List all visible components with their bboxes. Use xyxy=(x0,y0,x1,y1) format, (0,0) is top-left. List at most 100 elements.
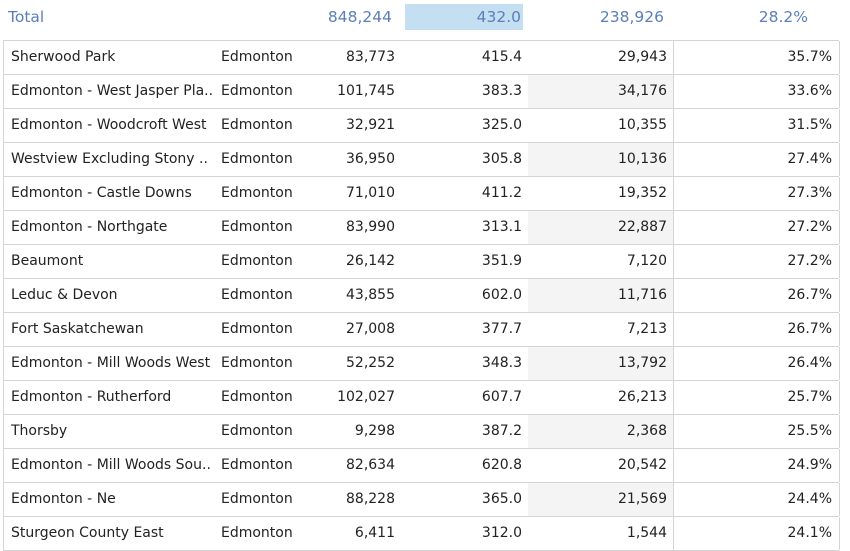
region-name-cell[interactable]: Edmonton - Mill Woods Sou.. xyxy=(11,457,211,473)
table-row[interactable]: Westview Excluding Stony .. Edmonton 36,95… xyxy=(4,143,840,177)
percent-cell[interactable]: 27.4% xyxy=(787,151,832,167)
region-name-cell[interactable]: Sherwood Park xyxy=(11,49,116,65)
population-cell[interactable]: 83,990 xyxy=(346,219,395,235)
city-cell[interactable]: Edmonton xyxy=(221,525,293,541)
count-cell[interactable]: 10,136 xyxy=(618,151,667,167)
population-cell[interactable]: 88,228 xyxy=(346,491,395,507)
region-name-cell[interactable]: Edmonton - Woodcroft West xyxy=(11,117,207,133)
population-cell[interactable]: 26,142 xyxy=(346,253,395,269)
population-cell[interactable]: 43,855 xyxy=(346,287,395,303)
percent-cell[interactable]: 24.4% xyxy=(787,491,832,507)
city-cell[interactable]: Edmonton xyxy=(221,253,293,269)
rate-cell[interactable]: 305.8 xyxy=(481,151,522,167)
city-cell[interactable]: Edmonton xyxy=(221,423,293,439)
table-row[interactable]: Edmonton - Ne Edmonton 88,228 365.0 21,569 24… xyxy=(4,483,840,517)
percent-cell[interactable]: 27.2% xyxy=(787,219,832,235)
table-row[interactable]: Sturgeon County East Edmonton 6,411 312.0 1,… xyxy=(4,517,840,551)
rate-cell[interactable]: 415.4 xyxy=(481,49,522,65)
table-row[interactable]: Edmonton - Mill Woods Sou.. Edmonton 82,63… xyxy=(4,449,840,483)
city-cell[interactable]: Edmonton xyxy=(221,355,293,371)
table-row[interactable]: Edmonton - Rutherford Edmonton 102,027 607.… xyxy=(4,381,840,415)
region-name-cell[interactable]: Edmonton - Ne xyxy=(11,491,116,507)
population-cell[interactable]: 71,010 xyxy=(346,185,395,201)
table-row[interactable]: Sherwood Park Edmonton 83,773 415.4 29,943 35… xyxy=(4,41,840,75)
table-row[interactable]: Beaumont Edmonton 26,142 351.9 7,120 27.2% xyxy=(4,245,840,279)
percent-cell[interactable]: 26.7% xyxy=(787,321,832,337)
table-row[interactable]: Edmonton - West Jasper Pla.. Edmonton 101,… xyxy=(4,75,840,109)
total-count[interactable]: 238,926 xyxy=(599,8,664,26)
rate-cell[interactable]: 607.7 xyxy=(481,389,522,405)
region-name-cell[interactable]: Thorsby xyxy=(11,423,68,439)
rate-cell[interactable]: 387.2 xyxy=(481,423,522,439)
rate-cell[interactable]: 325.0 xyxy=(481,117,522,133)
percent-cell[interactable]: 25.7% xyxy=(787,389,832,405)
region-name-cell[interactable]: Edmonton - Northgate xyxy=(11,219,168,235)
total-rate-highlighted[interactable]: 432.0 xyxy=(405,4,523,30)
count-cell[interactable]: 13,792 xyxy=(618,355,667,371)
population-cell[interactable]: 32,921 xyxy=(346,117,395,133)
count-cell[interactable]: 20,542 xyxy=(618,457,667,473)
region-name-cell[interactable]: Beaumont xyxy=(11,253,84,269)
rate-cell[interactable]: 365.0 xyxy=(481,491,522,507)
table-row[interactable]: Edmonton - Northgate Edmonton 83,990 313.1 2… xyxy=(4,211,840,245)
count-cell[interactable]: 10,355 xyxy=(618,117,667,133)
region-name-cell[interactable]: Sturgeon County East xyxy=(11,525,164,541)
count-cell[interactable]: 34,176 xyxy=(618,83,667,99)
population-cell[interactable]: 52,252 xyxy=(346,355,395,371)
percent-cell[interactable]: 27.3% xyxy=(787,185,832,201)
population-cell[interactable]: 82,634 xyxy=(346,457,395,473)
region-name-cell[interactable]: Edmonton - Rutherford xyxy=(11,389,172,405)
city-cell[interactable]: Edmonton xyxy=(221,49,293,65)
rate-cell[interactable]: 620.8 xyxy=(481,457,522,473)
rate-cell[interactable]: 602.0 xyxy=(481,287,522,303)
table-row[interactable]: Leduc & Devon Edmonton 43,855 602.0 11,716 26… xyxy=(4,279,840,313)
city-cell[interactable]: Edmonton xyxy=(221,117,293,133)
count-cell[interactable]: 2,368 xyxy=(626,423,667,439)
percent-cell[interactable]: 26.4% xyxy=(787,355,832,371)
percent-cell[interactable]: 24.1% xyxy=(787,525,832,541)
table-row[interactable]: Thorsby Edmonton 9,298 387.2 2,368 25.5% xyxy=(4,415,840,449)
rate-cell[interactable]: 312.0 xyxy=(481,525,522,541)
count-cell[interactable]: 7,213 xyxy=(626,321,667,337)
region-name-cell[interactable]: Fort Saskatchewan xyxy=(11,321,144,337)
rate-cell[interactable]: 351.9 xyxy=(481,253,522,269)
population-cell[interactable]: 83,773 xyxy=(346,49,395,65)
city-cell[interactable]: Edmonton xyxy=(221,83,293,99)
rate-cell[interactable]: 411.2 xyxy=(481,185,522,201)
population-cell[interactable]: 102,027 xyxy=(337,389,395,405)
count-cell[interactable]: 7,120 xyxy=(626,253,667,269)
table-row[interactable]: Fort Saskatchewan Edmonton 27,008 377.7 7,21… xyxy=(4,313,840,347)
count-cell[interactable]: 1,544 xyxy=(626,525,667,541)
count-cell[interactable]: 29,943 xyxy=(618,49,667,65)
rate-cell[interactable]: 383.3 xyxy=(481,83,522,99)
region-name-cell[interactable]: Edmonton - West Jasper Pla.. xyxy=(11,83,214,99)
total-population[interactable]: 848,244 xyxy=(327,8,392,26)
table-row[interactable]: Edmonton - Mill Woods West Edmonton 52,252… xyxy=(4,347,840,381)
percent-cell[interactable]: 31.5% xyxy=(787,117,832,133)
table-row[interactable]: Edmonton - Castle Downs Edmonton 71,010 411… xyxy=(4,177,840,211)
percent-cell[interactable]: 33.6% xyxy=(787,83,832,99)
region-name-cell[interactable]: Westview Excluding Stony .. xyxy=(11,151,208,167)
rate-cell[interactable]: 348.3 xyxy=(481,355,522,371)
count-cell[interactable]: 26,213 xyxy=(618,389,667,405)
table-row[interactable]: Edmonton - Woodcroft West Edmonton 32,921 3… xyxy=(4,109,840,143)
city-cell[interactable]: Edmonton xyxy=(221,185,293,201)
percent-cell[interactable]: 26.7% xyxy=(787,287,832,303)
rate-cell[interactable]: 377.7 xyxy=(481,321,522,337)
count-cell[interactable]: 19,352 xyxy=(618,185,667,201)
city-cell[interactable]: Edmonton xyxy=(221,287,293,303)
city-cell[interactable]: Edmonton xyxy=(221,219,293,235)
count-cell[interactable]: 21,569 xyxy=(618,491,667,507)
city-cell[interactable]: Edmonton xyxy=(221,491,293,507)
population-cell[interactable]: 6,411 xyxy=(354,525,395,541)
total-percent[interactable]: 28.2% xyxy=(758,8,808,26)
city-cell[interactable]: Edmonton xyxy=(221,457,293,473)
population-cell[interactable]: 9,298 xyxy=(354,423,395,439)
region-name-cell[interactable]: Edmonton - Mill Woods West xyxy=(11,355,211,371)
city-cell[interactable]: Edmonton xyxy=(221,321,293,337)
region-name-cell[interactable]: Edmonton - Castle Downs xyxy=(11,185,192,201)
population-cell[interactable]: 101,745 xyxy=(337,83,395,99)
population-cell[interactable]: 36,950 xyxy=(346,151,395,167)
population-cell[interactable]: 27,008 xyxy=(346,321,395,337)
city-cell[interactable]: Edmonton xyxy=(221,151,293,167)
